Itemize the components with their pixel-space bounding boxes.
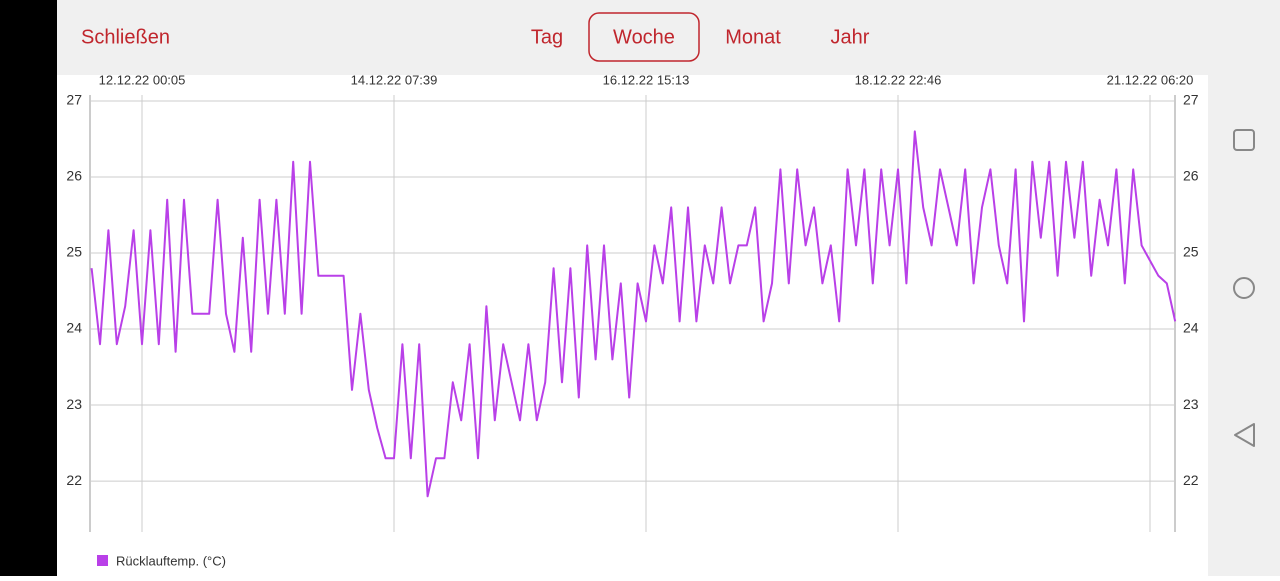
y-tick-label: 27 [66, 92, 82, 108]
data-line [90, 130, 1177, 498]
recent-button[interactable] [1233, 129, 1255, 151]
close-button[interactable]: Schließen [81, 26, 170, 48]
back-button[interactable] [1234, 423, 1255, 447]
legend-swatch [97, 555, 108, 566]
y-tick-label-right: 23 [1183, 396, 1199, 412]
tab[interactable]: Jahr [831, 26, 870, 48]
y-tick-label-right: 25 [1183, 244, 1199, 260]
y-tick-label-right: 24 [1183, 320, 1199, 336]
home-button[interactable] [1233, 277, 1255, 299]
x-tick-label: 12.12.22 00:05 [99, 72, 186, 87]
selected-tab-border [588, 12, 700, 62]
chart-area [57, 75, 1208, 576]
x-tick-label: 18.12.22 22:46 [855, 72, 942, 87]
y-tick-label: 26 [66, 168, 82, 184]
y-tick-label-right: 22 [1183, 472, 1199, 488]
y-tick-label: 25 [66, 244, 82, 260]
tab[interactable]: Woche [613, 26, 675, 48]
y-tick-label-right: 27 [1183, 92, 1199, 108]
legend-label: Rücklauftemp. (°C) [116, 553, 226, 568]
left-edge [0, 0, 57, 576]
y-tick-label: 24 [66, 320, 82, 336]
x-tick-label: 14.12.22 07:39 [351, 72, 438, 87]
y-tick-label-right: 26 [1183, 168, 1199, 184]
tab[interactable]: Monat [725, 26, 781, 48]
y-tick-label: 23 [66, 396, 82, 412]
tab[interactable]: Tag [531, 26, 563, 48]
nav-bar [1208, 0, 1280, 576]
y-tick-label: 22 [66, 472, 82, 488]
x-tick-label: 21.12.22 06:20 [1107, 72, 1194, 87]
x-tick-label: 16.12.22 15:13 [603, 72, 690, 87]
